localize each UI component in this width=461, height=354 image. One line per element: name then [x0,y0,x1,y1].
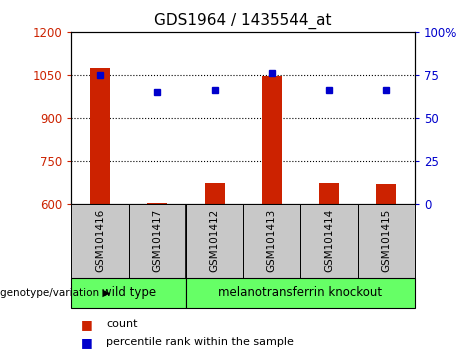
Text: GSM101414: GSM101414 [324,209,334,272]
Title: GDS1964 / 1435544_at: GDS1964 / 1435544_at [154,13,332,29]
Text: GSM101416: GSM101416 [95,209,105,272]
Text: ■: ■ [81,318,92,331]
Bar [301,204,358,278]
Bar [376,184,396,204]
Text: GSM101415: GSM101415 [381,209,391,272]
Text: wild type: wild type [101,286,156,299]
Bar [319,183,339,204]
Text: percentile rank within the sample: percentile rank within the sample [106,337,294,348]
Bar [71,204,129,278]
Text: GSM101417: GSM101417 [152,209,162,272]
Text: GSM101413: GSM101413 [267,209,277,272]
Bar [243,204,301,278]
Bar [90,68,110,204]
Text: GSM101412: GSM101412 [210,209,219,272]
Bar [205,183,225,204]
Bar [129,204,186,278]
Text: count: count [106,319,137,329]
Bar [186,278,415,308]
Bar [186,204,243,278]
Text: genotype/variation ▶: genotype/variation ▶ [0,288,110,298]
Bar [71,278,186,308]
Bar [262,76,282,204]
Text: ■: ■ [81,336,92,349]
Text: melanotransferrin knockout: melanotransferrin knockout [219,286,383,299]
Bar [358,204,415,278]
